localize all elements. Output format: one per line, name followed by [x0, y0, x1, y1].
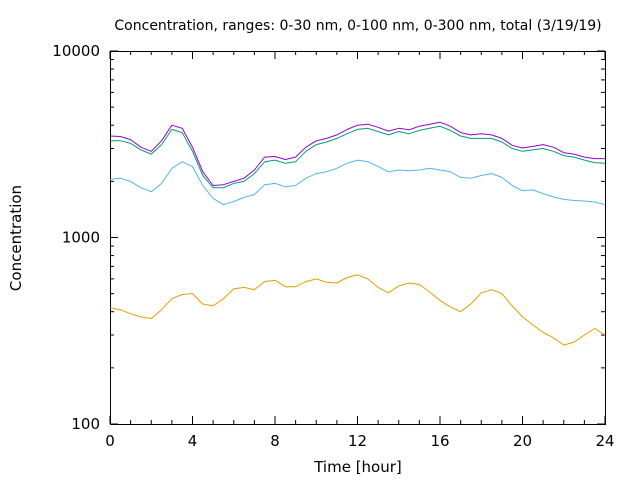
x-tick-label: 16: [430, 432, 449, 450]
series-lines: [109, 121, 606, 346]
y-axis-label: Concentration: [7, 185, 25, 291]
chart-title: Concentration, ranges: 0-30 nm, 0-100 nm…: [114, 18, 601, 34]
plot-frame: [110, 51, 606, 425]
y-tick-label: 10000: [52, 42, 100, 60]
y-tick-label: 1000: [62, 229, 100, 247]
x-tick-label: 8: [270, 432, 280, 450]
series-line-2: [109, 159, 606, 206]
x-axis-label: Time [hour]: [313, 458, 402, 476]
series-line-1: [109, 274, 606, 346]
x-tick-label: 4: [188, 432, 198, 450]
series-line-3: [110, 125, 606, 189]
x-tick-label: 0: [105, 432, 115, 450]
x-tick-label: 20: [513, 432, 532, 450]
series-line-4: [109, 121, 605, 186]
x-tick-label: 24: [595, 432, 614, 450]
y-tick-label: 100: [71, 415, 100, 433]
x-tick-label: 12: [348, 432, 367, 450]
axis-ticks: 0 4 8 12 16 20 24 100 1000 10000: [52, 42, 614, 450]
